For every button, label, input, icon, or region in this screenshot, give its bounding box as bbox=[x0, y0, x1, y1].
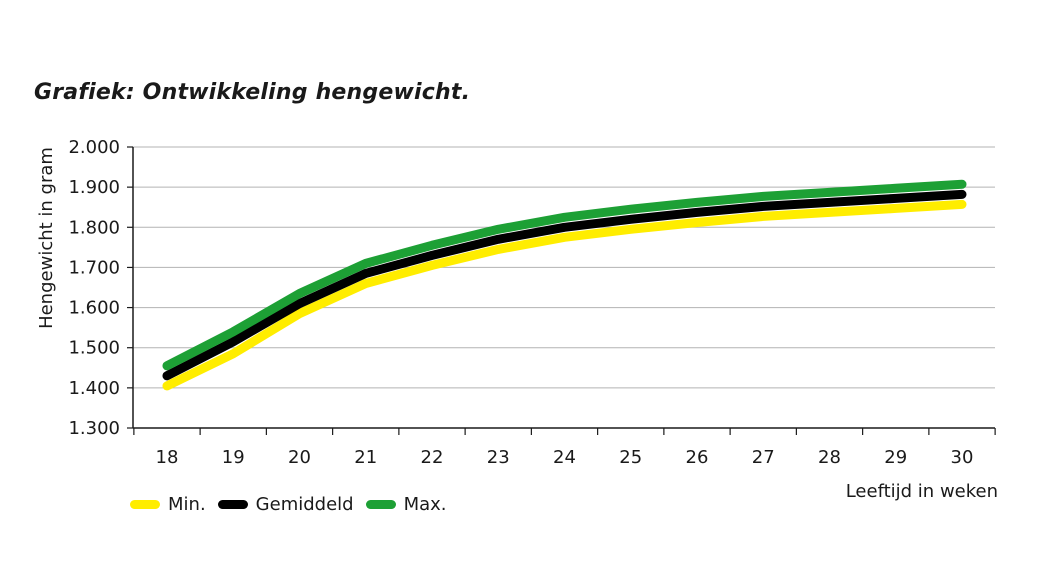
legend-item-gemiddeld: Gemiddeld bbox=[217, 494, 354, 515]
y-tick-label: 1.900 bbox=[68, 177, 120, 198]
series-lines bbox=[162, 179, 967, 391]
legend-item-max: Max. bbox=[365, 494, 447, 515]
series-line-gemiddeld bbox=[162, 189, 967, 381]
x-tick-label: 30 bbox=[951, 447, 974, 468]
series-line-max bbox=[162, 179, 967, 371]
y-tick-label: 1.600 bbox=[68, 298, 120, 319]
x-tick-label: 27 bbox=[752, 447, 775, 468]
y-tick-label: 1.700 bbox=[68, 257, 120, 278]
tick-labels: 1.300 1.400 1.500 1.600 1.700 1.800 1.900 2.000… bbox=[68, 137, 973, 468]
legend-label-max: Max. bbox=[403, 494, 447, 515]
y-tick-label: 1.300 bbox=[68, 418, 120, 439]
legend-swatch-gemiddeld bbox=[217, 500, 248, 509]
x-tick-label: 20 bbox=[288, 447, 311, 468]
legend-swatch-max bbox=[365, 500, 396, 509]
x-tick-label: 28 bbox=[818, 447, 841, 468]
y-tick-label: 1.500 bbox=[68, 338, 120, 359]
axes bbox=[127, 146, 996, 435]
x-tick-label: 23 bbox=[487, 447, 510, 468]
y-tick-label: 1.400 bbox=[68, 378, 120, 399]
x-tick-label: 21 bbox=[354, 447, 377, 468]
chart-title: Grafiek: Ontwikkeling hengewicht. bbox=[34, 80, 471, 105]
grid-lines bbox=[133, 146, 995, 389]
x-tick-label: 22 bbox=[421, 447, 444, 468]
x-tick-label: 26 bbox=[686, 447, 709, 468]
x-tick-label: 19 bbox=[222, 447, 245, 468]
y-tick-label: 1.800 bbox=[68, 217, 120, 238]
y-tick-label: 2.000 bbox=[68, 137, 120, 158]
legend: Min. Gemiddeld Max. bbox=[130, 494, 459, 515]
series-line-min bbox=[162, 199, 967, 391]
legend-label-min: Min. bbox=[168, 494, 206, 515]
x-axis-title: Leeftijd in weken bbox=[846, 481, 998, 502]
y-axis-title: Hengewicht in gram bbox=[36, 147, 57, 329]
legend-swatch-min bbox=[130, 500, 160, 509]
x-tick-label: 18 bbox=[156, 447, 179, 468]
x-tick-label: 29 bbox=[884, 447, 907, 468]
legend-label-gemiddeld: Gemiddeld bbox=[255, 494, 354, 515]
x-tick-label: 24 bbox=[553, 447, 576, 468]
x-tick-label: 25 bbox=[619, 447, 642, 468]
legend-item-min: Min. bbox=[130, 494, 206, 515]
